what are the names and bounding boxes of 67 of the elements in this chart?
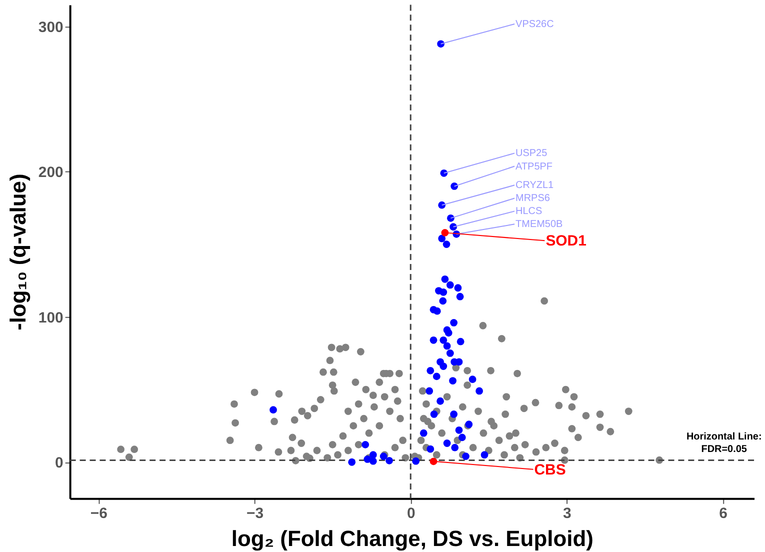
y-tick-label: 300 (38, 18, 64, 36)
point (433, 307, 441, 315)
point (476, 387, 483, 395)
y-axis-title: -log₁₀ (q-value) (5, 174, 30, 330)
point (386, 456, 393, 464)
point (440, 362, 448, 370)
point (369, 451, 377, 459)
point (443, 342, 451, 350)
point (430, 410, 438, 418)
point (456, 292, 464, 300)
point (412, 457, 420, 465)
point (450, 319, 458, 326)
point (348, 458, 356, 466)
point (449, 377, 456, 384)
point (270, 406, 277, 414)
annotation: MRPS6 (516, 193, 550, 204)
point (436, 397, 444, 405)
point (420, 429, 428, 437)
point (426, 387, 434, 395)
point (426, 366, 434, 374)
point (480, 451, 488, 459)
point (446, 214, 454, 222)
point (446, 350, 454, 357)
point (439, 297, 447, 305)
x-tick-label: 6 (719, 504, 728, 522)
y-tick-label: 100 (38, 309, 64, 326)
point (456, 338, 464, 346)
point (458, 434, 466, 442)
point (443, 440, 451, 447)
annotation: SOD1 (546, 232, 586, 250)
point (462, 452, 470, 460)
point (455, 426, 463, 434)
point (430, 336, 438, 344)
x-tick-label: −6 (90, 504, 108, 522)
annotation: ATP5PF (516, 161, 552, 172)
point (468, 376, 476, 384)
point (446, 281, 454, 289)
annotation: TMEM50B (516, 219, 563, 230)
point (362, 441, 370, 448)
point (442, 240, 450, 248)
annotation: VPS26C (516, 18, 554, 30)
point (430, 458, 438, 466)
x-axis-title: log₂ (Fold Change, DS vs. Euploid) (231, 526, 594, 551)
annotation: CRYZL1 (516, 180, 554, 192)
point (451, 444, 459, 452)
point (369, 457, 377, 465)
annotation: CBS (534, 461, 566, 478)
point (440, 169, 448, 177)
annotation: USP25 (516, 148, 548, 160)
point (437, 40, 444, 48)
point (454, 284, 462, 292)
y-tick-label: 200 (38, 164, 64, 182)
annotation: HLCS (516, 206, 542, 218)
x-tick-label: 0 (406, 504, 416, 522)
point (444, 329, 452, 337)
point (438, 234, 446, 242)
x-tick-label: 3 (563, 504, 572, 522)
annotation: Horizontal Line: FDR=0.05 (686, 431, 762, 456)
x-tick-label: −3 (246, 504, 264, 522)
point (450, 182, 458, 190)
point (440, 288, 448, 296)
point (432, 372, 440, 380)
point (426, 445, 434, 453)
y-tick-label: 0 (55, 454, 64, 472)
point (441, 275, 449, 283)
point (450, 410, 458, 418)
point (440, 336, 448, 344)
